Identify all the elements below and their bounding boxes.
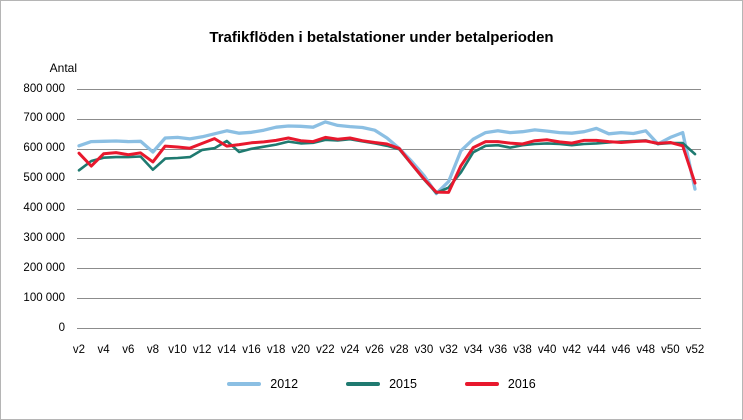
y-axis-label: Antal (49, 61, 77, 75)
x-tick-label: v12 (192, 344, 212, 356)
y-tick-label: 500 000 (23, 172, 65, 185)
y-tick-label: 800 000 (23, 82, 65, 95)
x-tick-label: v28 (390, 344, 409, 356)
x-tick-label: v8 (146, 344, 159, 356)
legend-swatch-2012 (227, 382, 262, 386)
y-tick-label: 400 000 (23, 202, 65, 214)
series-line-2012 (77, 120, 697, 196)
chart-legend: 2012 2015 2016 (21, 377, 742, 391)
x-tick-label: v20 (291, 344, 311, 356)
legend-swatch-2015 (346, 382, 381, 386)
x-tick-label: v18 (266, 344, 286, 356)
x-tick-label: v36 (488, 344, 508, 356)
legend-label-2015: 2015 (389, 377, 417, 391)
legend-swatch-2016 (464, 382, 499, 386)
legend-item-2016: 2016 (464, 377, 536, 391)
y-tick-label: 600 000 (23, 142, 65, 155)
x-tick-label: v52 (685, 344, 705, 356)
x-tick-label: v10 (168, 344, 187, 356)
x-tick-label: v24 (340, 344, 360, 356)
y-tick-label: 300 000 (23, 231, 65, 244)
y-tick-label: 0 (58, 321, 65, 334)
chart-title: Trafikflöden i betalstationer under beta… (209, 29, 554, 46)
legend-label-2012: 2012 (270, 377, 299, 391)
x-tick-label: v14 (217, 344, 237, 356)
x-tick-label: v34 (463, 344, 483, 356)
series-line-2016 (77, 135, 697, 194)
x-tick-label: v40 (537, 344, 557, 356)
x-tick-label: v48 (636, 344, 655, 356)
x-tick-label: v6 (122, 344, 135, 356)
x-tick-label: v26 (365, 344, 384, 356)
legend-item-2012: 2012 (227, 377, 298, 391)
y-tick-label: 200 000 (23, 261, 65, 274)
series-line-2015 (77, 137, 697, 195)
x-tick-label: v30 (414, 344, 434, 356)
x-tick-label: v42 (562, 344, 582, 356)
y-tick-label: 100 000 (23, 291, 65, 304)
y-tick-label: 700 000 (23, 112, 65, 125)
x-tick-label: v32 (439, 344, 458, 356)
x-tick-label: v16 (242, 344, 261, 356)
x-tick-label: v22 (316, 344, 335, 356)
legend-item-2015: 2015 (346, 377, 417, 391)
x-tick-label: v2 (72, 344, 86, 356)
legend-label-2016: 2016 (507, 377, 536, 391)
x-tick-label: v4 (97, 344, 110, 356)
x-tick-label: v50 (661, 344, 680, 356)
x-tick-label: v44 (587, 344, 606, 356)
x-tick-label: v38 (513, 344, 532, 356)
x-tick-label: v46 (611, 344, 631, 356)
